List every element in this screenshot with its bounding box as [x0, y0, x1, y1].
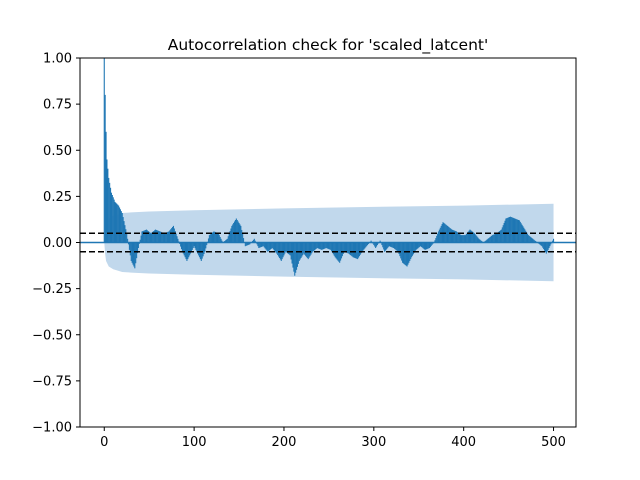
- y-tick-label: −0.50: [32, 328, 72, 343]
- y-tick-label: 0.75: [43, 98, 72, 113]
- y-tick-label: 0.50: [43, 144, 72, 159]
- x-tick-label: 200: [272, 435, 297, 450]
- y-tick-label: −1.00: [32, 421, 72, 436]
- x-tick-label: 100: [182, 435, 207, 450]
- y-tick-label: 0.00: [43, 236, 72, 251]
- y-tick-label: 0.25: [43, 190, 72, 205]
- chart-title: Autocorrelation check for 'scaled_latcen…: [168, 36, 489, 55]
- x-tick-label: 400: [451, 435, 476, 450]
- x-tick-label: 500: [541, 435, 566, 450]
- x-tick-label: 0: [100, 435, 108, 450]
- axis-ticks-layer: 0 100 200 300 400 500 −1.00 −0.75 −0.50 −0.25 0.00…: [32, 52, 566, 451]
- y-tick-label: 1.00: [43, 52, 72, 67]
- reference-lines-layer: [80, 232, 576, 253]
- x-tick-label: 300: [361, 435, 386, 450]
- y-tick-label: −0.25: [32, 282, 72, 297]
- y-tick-label: −0.75: [32, 374, 72, 389]
